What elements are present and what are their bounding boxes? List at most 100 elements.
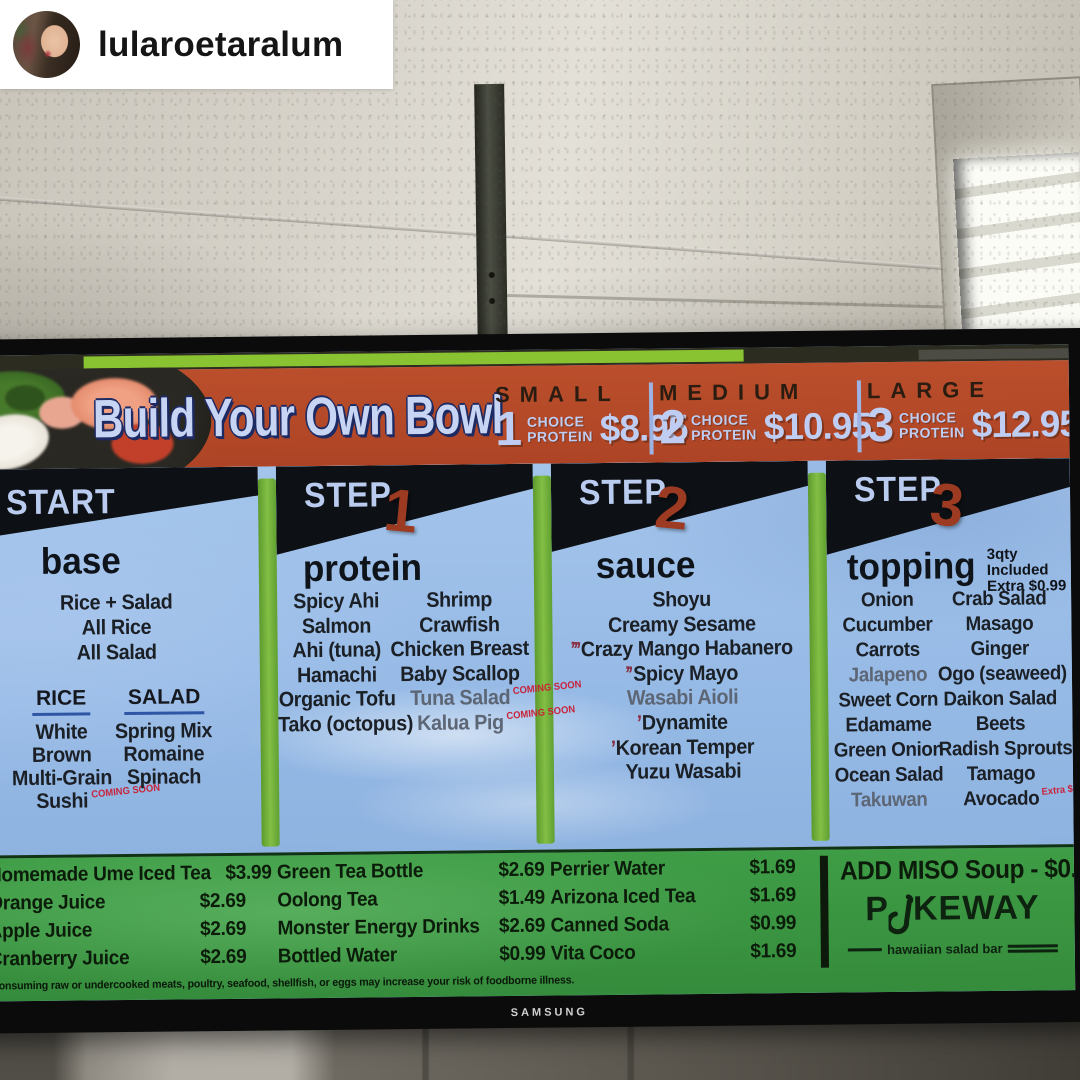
menu-item: All Salad [76,640,157,665]
spice-level-icon: ’’’ [569,638,580,662]
menu-item: Spinach [126,765,202,790]
menu-item: Creamy Sesame [607,612,756,637]
drinks-column: Homemade Ume Iced Tea $3.99 Orange Juice $… [0,861,272,971]
dash [848,948,883,952]
banner-title: Build Your Own Bowl [92,385,503,450]
ceiling-seam [500,293,970,310]
column-label: topping [846,545,976,588]
spice-level-icon: ’’ [624,662,632,686]
menu-item: ’Korean Temper [609,735,755,760]
size-pricing: SMALL 1 CHOICE PROTEIN $8.95 MEDIUM 2 CHO… [494,366,1075,462]
menu-item: Daikon Salad [943,687,1058,711]
menu-item: Ocean Salad [834,763,944,787]
menu-item: Spicy Ahi [293,589,380,614]
drinks-column: Perrier Water $1.69 Arizona Iced Tea $1.69… [549,856,797,965]
extra-charge-tag: Extra $1.50 [1041,781,1076,798]
menu-item: Baby Scallop [400,661,520,686]
menu-item: Crab Salad [951,587,1047,611]
drink-row: Oolong Tea $1.49 [277,886,546,912]
size-name: LARGE [866,377,995,404]
menu-item: Tako (octopus) [278,711,414,736]
drink-row: Monster Energy Drinks $2.69 [277,914,546,940]
avatar[interactable] [13,11,80,78]
column-header: STEP [303,475,393,516]
banner: Build Your Own Bowl SMALL 1 CHOICE PROTEI… [0,360,1075,473]
size-option-small: SMALL 1 CHOICE PROTEIN $8.95 [494,381,688,457]
drink-row: Orange Juice $2.69 [0,889,247,915]
menu-item: Hamachi [296,662,377,687]
menu-item: Beets [975,712,1026,736]
group-title: RICE [31,686,91,717]
protein-count: 2 [659,401,687,455]
column-topping: STEP 3 topping 3qty Included Extra $0.99… [826,458,1076,847]
menu-item: Green Onion [833,738,944,762]
miso-offer: ADD MISO Soup - $0.99 P KEWAY hawaiian sa… [839,852,1076,991]
spice-level-icon: ’ [635,711,641,735]
menu-item: Wasabi Aioli [626,685,739,711]
menu-item: Shrimp [426,588,493,612]
menu-item: Salmon [301,613,372,638]
spice-level-icon: ’ [609,736,615,760]
menu-item: Ahi (tuna) [292,638,381,663]
step-number: 1 [381,475,421,546]
tv-mount-pole [474,83,508,353]
menu-tv: Build Your Own Bowl SMALL 1 CHOICE PROTEI… [0,327,1080,1035]
fish-hook-icon [887,894,913,935]
menu-item: Radish Sprouts [938,737,1073,761]
menu-body: START base Rice + Salad All Rice All Sal… [0,458,1076,856]
drink-row: Arizona Iced Tea $1.69 [550,884,797,909]
drink-row: Vita Coco $1.69 [550,940,797,965]
username[interactable]: lularoetaralum [98,24,344,64]
size-name: MEDIUM [658,379,809,406]
menu-item: Organic Tofu [278,687,396,712]
drink-row: Apple Juice $2.69 [0,917,247,943]
food-safety-disclaimer: Consuming raw or undercooked meats, poul… [0,974,575,993]
menu-item: Cucumber [842,613,933,637]
menu-item: Kalua Pig COMING SOON [417,703,576,735]
menu-item: Masago [965,612,1034,636]
menu-item: Ginger [970,637,1029,661]
protein-count: 1 [495,403,523,457]
drink-row: Bottled Water $0.99 [277,942,546,968]
column-label: base [40,540,122,582]
username-overlay: lularoetaralum [0,0,393,89]
protein-count: 3 [867,399,895,453]
menu-item: ’’’Crazy Mango Habanero [569,636,793,662]
menu-item: Chicken Breast [390,636,530,662]
menu-item: Spring Mix [114,719,213,744]
drink-row: Homemade Ume Iced Tea $3.99 [0,861,272,887]
drink-row: Canned Soda $0.99 [550,912,797,937]
column-base: START base Rice + Salad All Rice All Sal… [0,467,262,856]
menu-item: Crawfish [419,612,500,637]
menu-item: Shoyu [652,587,711,612]
menu-item: Sweet Corn [838,688,939,712]
dash [1007,943,1058,953]
drink-row: Cranberry Juice $2.69 [0,945,247,971]
drink-row: Perrier Water $1.69 [549,856,797,881]
column-header: STEP [853,469,943,510]
column-sauce: STEP 2 sauce Shoyu Creamy Sesame ’’’Craz… [551,461,812,850]
menu-item: Tuna Salad COMING SOON [410,679,583,711]
menu-item: Rice + Salad [59,590,173,615]
menu-item: Sushi COMING SOON [36,782,161,813]
menu-item: Tamago [966,762,1036,786]
tv-brand-label: SAMSUNG [510,1006,589,1020]
size-price: $12.95 [971,403,1076,446]
menu-item: Romaine [123,742,205,767]
menu-item: All Rice [81,615,152,640]
pokeway-logo: P KEWAY [840,888,1064,938]
column-label: protein [302,546,423,590]
ceiling-seam [0,196,998,274]
size-option-medium: MEDIUM 2 CHOICE PROTEIN $10.95 [658,379,872,455]
drinks-section: Homemade Ume Iced Tea $3.99 Orange Juice $… [0,844,1075,1002]
miso-offer-text: ADD MISO Soup - $0.99 [839,852,1076,886]
divider [648,382,654,455]
fluorescent-lamps [953,152,1080,339]
drinks-column: Green Tea Bottle $2.69 Oolong Tea $1.49 Mo… [276,858,546,968]
menu-item: ’Dynamite [635,710,728,735]
column-header: START [5,482,116,523]
menu-item: Carrots [855,638,920,662]
menu-item: Yuzu Wasabi [625,759,742,784]
drink-row: Green Tea Bottle $2.69 [276,858,546,884]
